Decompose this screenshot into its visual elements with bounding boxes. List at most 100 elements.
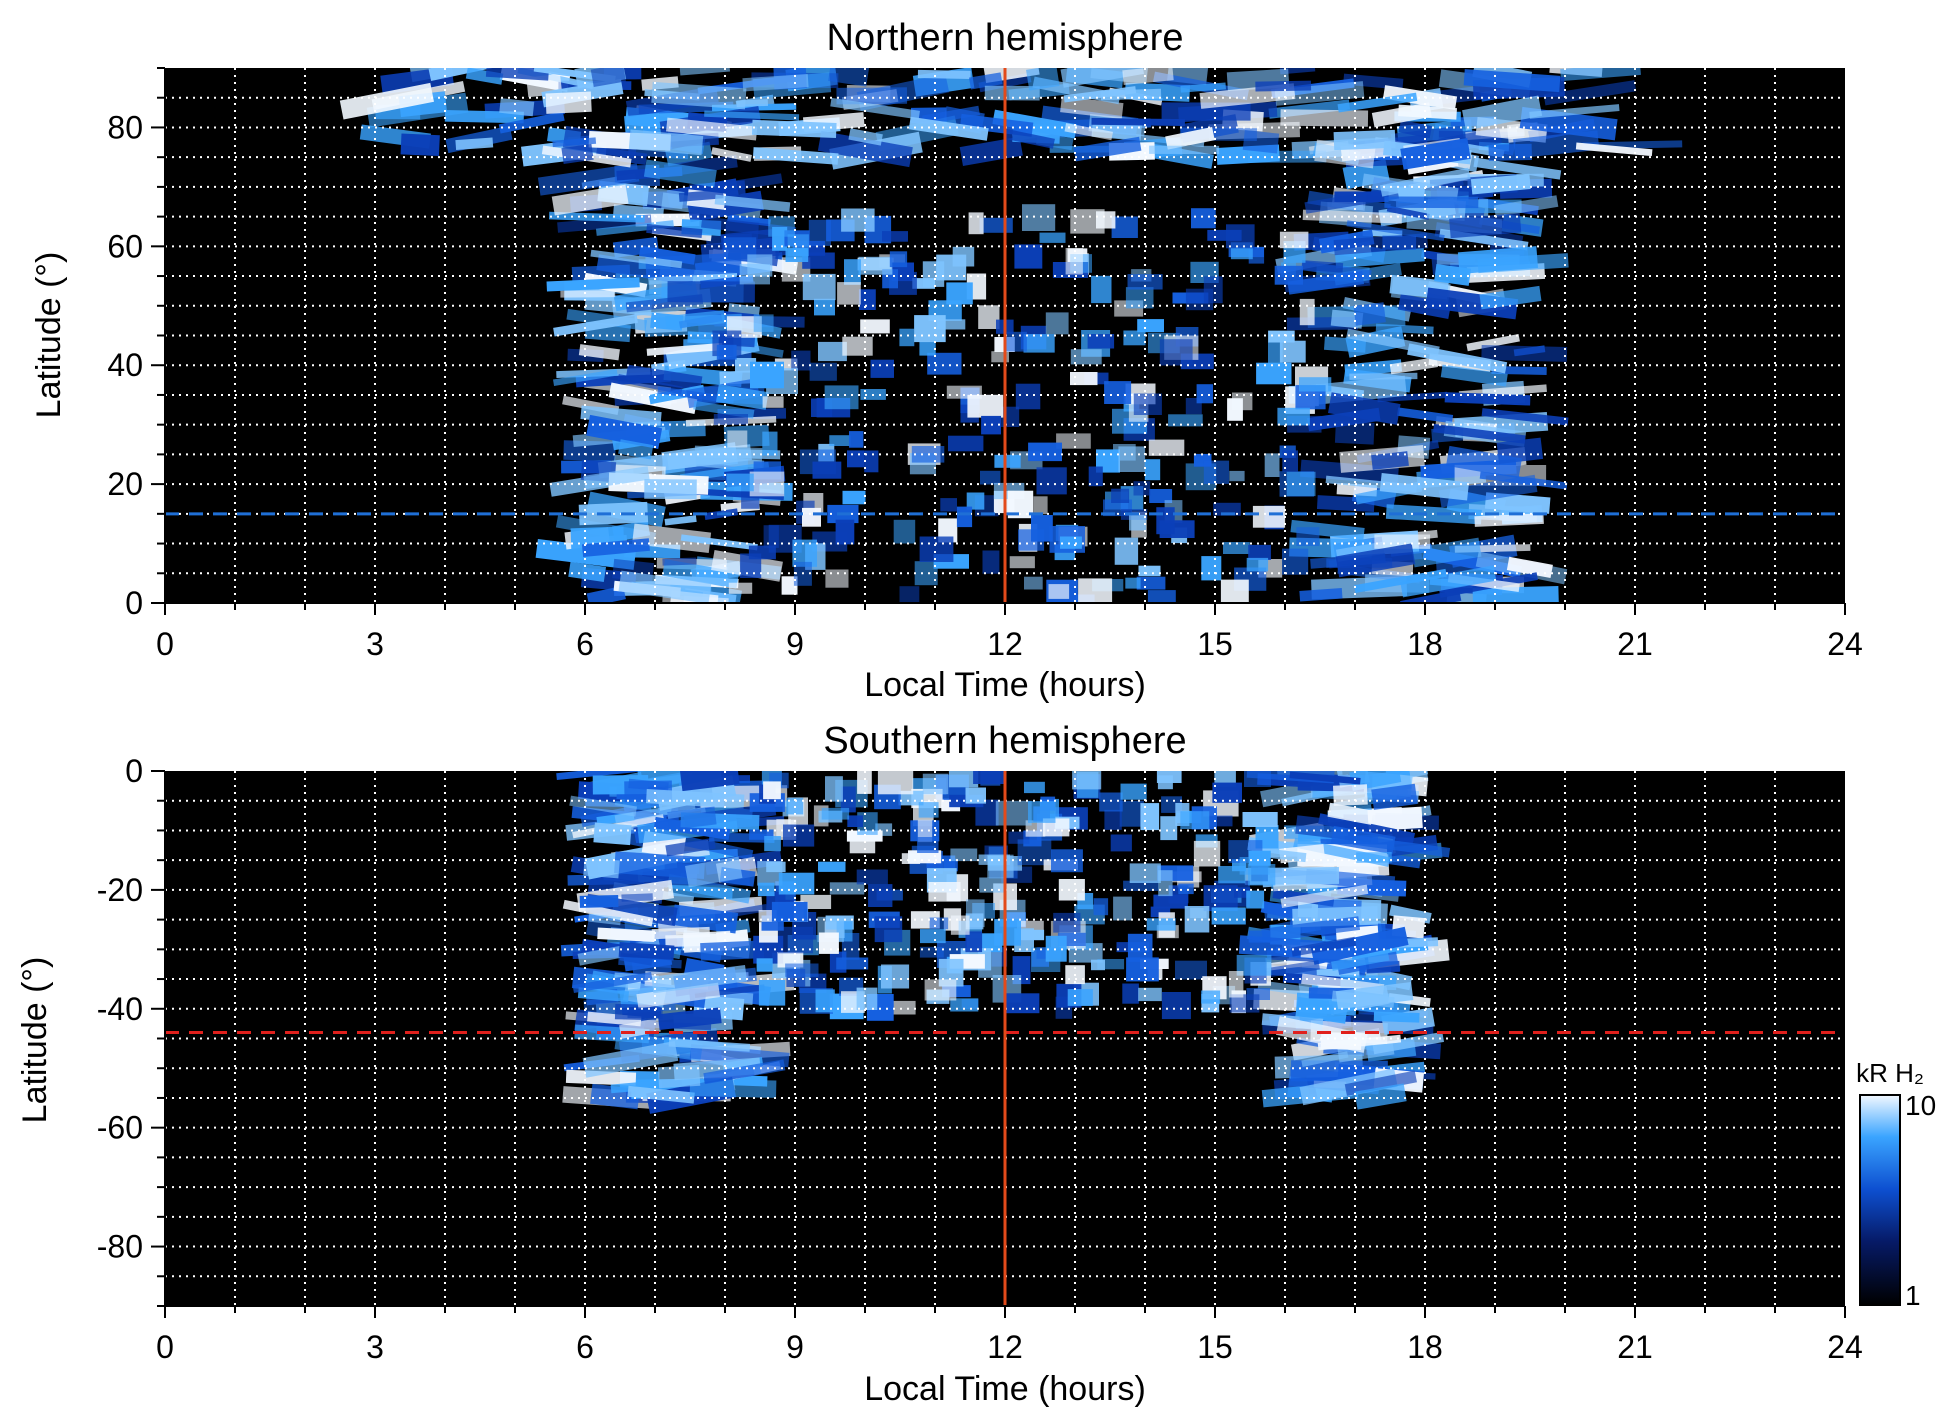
south-y-axis-label: Latitude (°) — [16, 957, 54, 1124]
south-emission-patch — [614, 851, 706, 879]
north-emission-patch — [940, 498, 957, 512]
north-emission-patch — [1513, 130, 1600, 159]
north-emission-patch — [1299, 587, 1343, 602]
north-x-axis-label: Local Time (hours) — [864, 666, 1146, 704]
north-emission-patch — [444, 110, 524, 124]
north-emission-patch — [1136, 576, 1166, 590]
north-emission-patch — [1033, 496, 1048, 515]
north-emission-patch — [1334, 191, 1389, 203]
south-x-tick-label: 18 — [1407, 1329, 1443, 1365]
north-emission-patch — [726, 473, 754, 492]
north-emission-patch — [1087, 334, 1115, 349]
north-emission-patch — [1286, 471, 1316, 497]
south-emission-patch — [1244, 771, 1271, 787]
south-emission-patch — [1097, 959, 1125, 970]
north-emission-patch — [762, 431, 778, 456]
north-emission-patch — [1287, 270, 1365, 295]
north-emission-patch — [1299, 377, 1332, 392]
colorbar: kR H₂ 10 1 — [1856, 1058, 1936, 1311]
south-emission-patch — [1146, 918, 1176, 931]
north-emission-patch — [992, 109, 1078, 139]
north-emission-patch — [1070, 372, 1098, 386]
north-emission-patch — [1488, 143, 1532, 161]
north-emission-patch — [666, 117, 758, 141]
south-emission-patch — [627, 1006, 663, 1019]
north-emission-patch — [1299, 298, 1315, 326]
south-emission-patch — [950, 848, 978, 862]
north-emission-patch — [1279, 231, 1309, 249]
north-emission-patch — [802, 273, 836, 301]
north-emission-patch — [1374, 534, 1431, 549]
south-emission-patch — [587, 1011, 642, 1027]
north-emission-patch — [400, 133, 440, 157]
south-emission-patch — [1234, 887, 1251, 898]
north-emission-patch — [1246, 557, 1269, 572]
north-emission-patch — [809, 362, 837, 381]
south-emission-patch — [1268, 848, 1307, 863]
north-x-tick-label: 0 — [156, 626, 174, 662]
north-emission-patch — [1248, 544, 1271, 560]
north-emission-patch — [1220, 579, 1249, 603]
north-emission-patch — [1457, 246, 1539, 275]
north-emission-patch — [1282, 548, 1309, 575]
north-emission-patch — [1070, 349, 1102, 365]
south-emission-patch — [1373, 1011, 1420, 1023]
south-emission-patch — [1005, 993, 1040, 1014]
colorbar-min-label: 1 — [1905, 1280, 1921, 1311]
north-emission-patch — [1279, 68, 1316, 75]
north-emission-patch — [847, 450, 865, 468]
north-emission-patch — [1333, 129, 1396, 151]
north-emission-patch — [614, 454, 657, 466]
north-emission-patch — [1411, 537, 1482, 568]
north-emission-patch — [595, 220, 674, 236]
north-emission-patch — [632, 523, 712, 554]
south-emission-patch — [758, 980, 786, 1006]
south-emission-patch — [818, 861, 846, 872]
south-emission-patch — [1261, 916, 1361, 943]
south-emission-patch — [995, 800, 1032, 826]
north-emission-patch — [837, 282, 861, 305]
north-emission-patch — [899, 328, 915, 347]
north-emission-patch — [560, 290, 616, 298]
north-emission-patch — [849, 431, 864, 448]
north-emission-patch — [485, 68, 550, 81]
north-emission-patch — [1232, 392, 1253, 411]
south-emission-patch — [818, 932, 839, 954]
north-emission-patch — [1252, 505, 1286, 528]
north-emission-patch — [1156, 507, 1175, 535]
south-emission-patch — [917, 819, 933, 843]
south-emission-patch — [1158, 870, 1173, 897]
south-emission-patch — [593, 822, 632, 846]
north-emission-patch — [864, 450, 879, 473]
north-emission-patch — [590, 249, 683, 269]
south-emission-patch — [929, 917, 949, 930]
south-emission-patch — [757, 882, 775, 897]
south-emission-patch — [1331, 951, 1390, 971]
south-emission-patch — [1344, 1070, 1417, 1096]
south-emission-patch — [1246, 890, 1265, 909]
north-emission-patch — [1078, 578, 1113, 603]
north-emission-patch — [1470, 173, 1531, 195]
north-emission-patch — [829, 435, 851, 446]
north-emission-patch — [1446, 445, 1522, 479]
south-emission-patch — [856, 869, 888, 885]
south-emission-patch — [825, 776, 843, 802]
south-x-tick-label: 9 — [786, 1329, 804, 1365]
south-emission-patch — [800, 894, 832, 909]
north-emission-patch — [914, 561, 938, 586]
north-emission-patch — [586, 414, 663, 449]
north-emission-patch — [1147, 590, 1176, 603]
north-emission-patch — [1056, 433, 1091, 449]
south-y-tick-label: -20 — [97, 872, 143, 908]
south-emission-patch — [973, 771, 1006, 784]
south-emission-patch — [651, 965, 748, 994]
south-emission-patch — [703, 1059, 786, 1085]
south-x-tick-label: 6 — [576, 1329, 594, 1365]
south-emission-patch — [856, 987, 878, 1010]
north-emission-patch — [1009, 556, 1035, 569]
north-emission-patch — [1302, 209, 1403, 224]
north-emission-patch — [991, 351, 1009, 363]
south-emission-patch — [1126, 957, 1159, 982]
north-emission-patch — [465, 68, 504, 85]
south-y-tick-label: -60 — [97, 1110, 143, 1146]
